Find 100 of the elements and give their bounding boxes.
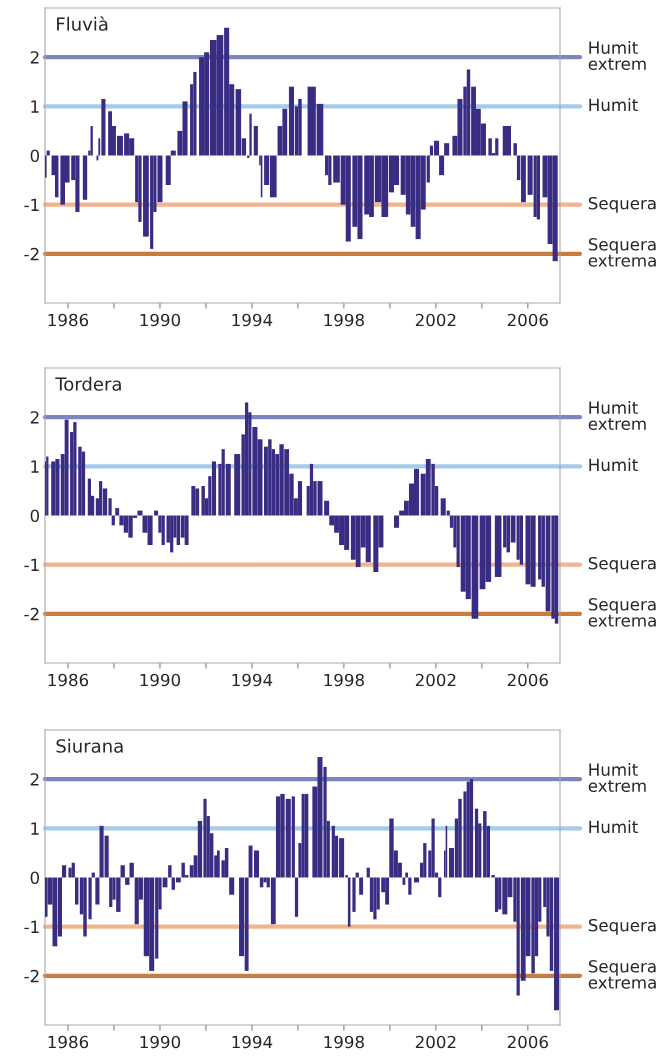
x-tick-label: 2006 xyxy=(507,1035,548,1049)
bar xyxy=(191,486,196,516)
bar xyxy=(268,439,272,516)
y-tick-label: 2 xyxy=(30,411,39,424)
bar xyxy=(494,877,499,912)
bar xyxy=(444,143,450,156)
ref-line-label: Sequera extrema xyxy=(588,238,656,267)
x-tick-label: 1986 xyxy=(48,1035,89,1049)
x-tick-label: 2006 xyxy=(507,673,548,687)
bar xyxy=(64,419,69,516)
bar xyxy=(211,461,217,516)
y-tick-label: 1 xyxy=(31,822,39,835)
bar xyxy=(438,877,442,898)
ref-line-label: Humit extrem xyxy=(588,401,646,431)
bar xyxy=(184,515,189,545)
bar xyxy=(495,138,499,156)
bar xyxy=(389,818,394,878)
bar xyxy=(439,155,445,176)
bar xyxy=(339,838,345,878)
ref-line-label: Sequera xyxy=(588,918,656,935)
bar xyxy=(263,877,267,883)
y-tick-label: 0 xyxy=(30,509,40,523)
bar xyxy=(195,488,200,516)
x-tick-label: 1986 xyxy=(48,673,89,687)
chart-title: Siurana xyxy=(56,738,123,753)
chart-title: Fluvià xyxy=(57,16,108,31)
bar xyxy=(46,150,50,156)
x-tick-label: 1998 xyxy=(324,673,364,687)
bar xyxy=(503,515,507,548)
bar xyxy=(425,458,431,516)
bar xyxy=(125,877,130,885)
bar xyxy=(552,155,558,262)
y-tick-label: 2 xyxy=(30,773,39,786)
bar xyxy=(440,498,446,516)
y-tick-label: 0 xyxy=(30,871,40,885)
bar xyxy=(434,140,440,156)
bar xyxy=(331,825,335,878)
ref-line-label: Humit extrem xyxy=(588,41,646,71)
bar xyxy=(483,811,487,878)
y-tick-label: -2 xyxy=(24,969,39,983)
bar xyxy=(554,877,560,1011)
y-tick-label: -2 xyxy=(24,607,39,621)
bar xyxy=(62,865,67,878)
bar xyxy=(270,877,276,925)
x-tick-label: 1994 xyxy=(232,1035,273,1049)
bar xyxy=(154,510,158,516)
bar xyxy=(73,422,77,516)
bar xyxy=(75,155,80,213)
bar xyxy=(229,877,235,895)
bar xyxy=(297,481,303,516)
bar xyxy=(75,877,79,905)
x-tick-label: 2002 xyxy=(415,313,456,327)
bar xyxy=(301,793,305,878)
bar xyxy=(115,508,120,516)
x-tick-label: 1994 xyxy=(232,313,273,327)
bar xyxy=(45,877,48,917)
bar xyxy=(282,108,288,156)
bar xyxy=(134,877,139,925)
bar xyxy=(95,877,100,905)
bar xyxy=(253,126,258,156)
bar xyxy=(474,808,479,878)
y-tick-label: -1 xyxy=(24,920,39,933)
x-tick-label: 1986 xyxy=(48,313,89,327)
bar xyxy=(309,463,314,516)
bar xyxy=(530,515,536,587)
bar xyxy=(55,458,60,516)
ref-line-label: Sequera extrema xyxy=(588,598,656,627)
bar xyxy=(109,877,113,907)
bar xyxy=(394,515,400,528)
bar xyxy=(488,138,492,156)
bar xyxy=(466,781,470,878)
bar xyxy=(253,850,260,878)
x-tick-label: 1994 xyxy=(232,673,273,687)
bar xyxy=(245,402,249,516)
bar xyxy=(181,862,185,878)
bar xyxy=(168,865,172,878)
y-tick-label: -1 xyxy=(24,558,39,571)
bar xyxy=(365,515,371,563)
x-tick-label: 1990 xyxy=(140,673,181,687)
bar xyxy=(385,877,390,905)
bar xyxy=(235,89,242,156)
ref-line-label: Sequera extrema xyxy=(588,960,656,989)
bar xyxy=(536,155,540,220)
x-tick-label: 2002 xyxy=(415,673,456,687)
bar xyxy=(82,155,88,200)
bar xyxy=(519,515,523,565)
ref-line-label: Humit xyxy=(589,98,638,112)
bar xyxy=(275,796,281,878)
bar xyxy=(51,461,56,516)
bar xyxy=(502,877,508,915)
ref-line-label: Sequera xyxy=(588,556,656,573)
y-tick-label: -2 xyxy=(24,247,39,261)
bar xyxy=(193,71,197,156)
y-tick-label: 0 xyxy=(30,149,40,163)
y-tick-label: 1 xyxy=(31,460,39,473)
bar xyxy=(116,877,121,912)
bar xyxy=(408,877,412,895)
y-tick-label: 2 xyxy=(30,51,39,64)
bar xyxy=(414,877,420,883)
chart-title: Tordera xyxy=(55,376,121,391)
